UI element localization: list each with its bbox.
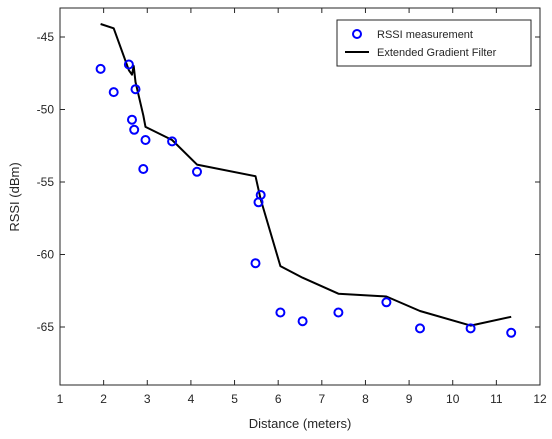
legend-entry-label: RSSI measurement xyxy=(377,29,473,41)
x-tick-label: 11 xyxy=(490,392,503,406)
x-tick-label: 1 xyxy=(57,392,64,406)
x-axis-label: Distance (meters) xyxy=(249,416,352,431)
y-tick-label: -55 xyxy=(37,175,55,189)
y-tick-label: -65 xyxy=(37,320,55,334)
data-point-rssi-measurement xyxy=(381,297,392,308)
x-tick-label: 4 xyxy=(188,392,195,406)
x-tick-label: 3 xyxy=(144,392,151,406)
data-point-rssi-measurement xyxy=(140,135,151,145)
x-tick-label: 10 xyxy=(446,392,460,406)
data-point-rssi-measurement xyxy=(138,164,149,174)
x-tick-label: 5 xyxy=(231,392,238,406)
data-point-rssi-measurement xyxy=(333,307,344,318)
data-point-rssi-measurement xyxy=(465,323,476,334)
x-tick-label: 6 xyxy=(275,392,282,406)
data-point-rssi-measurement xyxy=(255,190,266,200)
x-tick-label: 9 xyxy=(406,392,413,406)
data-point-rssi-measurement xyxy=(127,114,137,125)
x-tick-label: 7 xyxy=(318,392,325,406)
x-tick-label: 8 xyxy=(362,392,369,406)
y-tick-label: -50 xyxy=(37,103,55,117)
data-point-rssi-measurement xyxy=(130,84,141,95)
x-tick-label: 2 xyxy=(100,392,107,406)
legend-box xyxy=(336,19,532,67)
data-point-rssi-measurement xyxy=(129,124,140,135)
data-point-rssi-measurement xyxy=(297,316,308,327)
data-point-rssi-measurement xyxy=(123,59,134,70)
data-point-rssi-measurement xyxy=(415,323,425,334)
legend-marker-swatch xyxy=(352,29,362,39)
y-tick-label: -45 xyxy=(37,30,55,44)
y-tick-label: -60 xyxy=(37,248,55,262)
x-tick-label: 12 xyxy=(533,392,547,406)
y-axis-label: RSSI (dBm) xyxy=(7,162,22,231)
data-point-rssi-measurement xyxy=(250,258,261,269)
data-point-rssi-measurement xyxy=(506,327,517,338)
data-point-rssi-measurement xyxy=(275,307,286,318)
data-point-rssi-measurement xyxy=(95,63,106,74)
data-point-rssi-measurement xyxy=(167,136,178,147)
data-point-rssi-measurement xyxy=(108,87,119,98)
series-line-extended-gradient-filter xyxy=(100,23,512,327)
data-point-rssi-measurement xyxy=(192,166,202,177)
legend-entry-label: Extended Gradient Filter xyxy=(377,47,497,59)
